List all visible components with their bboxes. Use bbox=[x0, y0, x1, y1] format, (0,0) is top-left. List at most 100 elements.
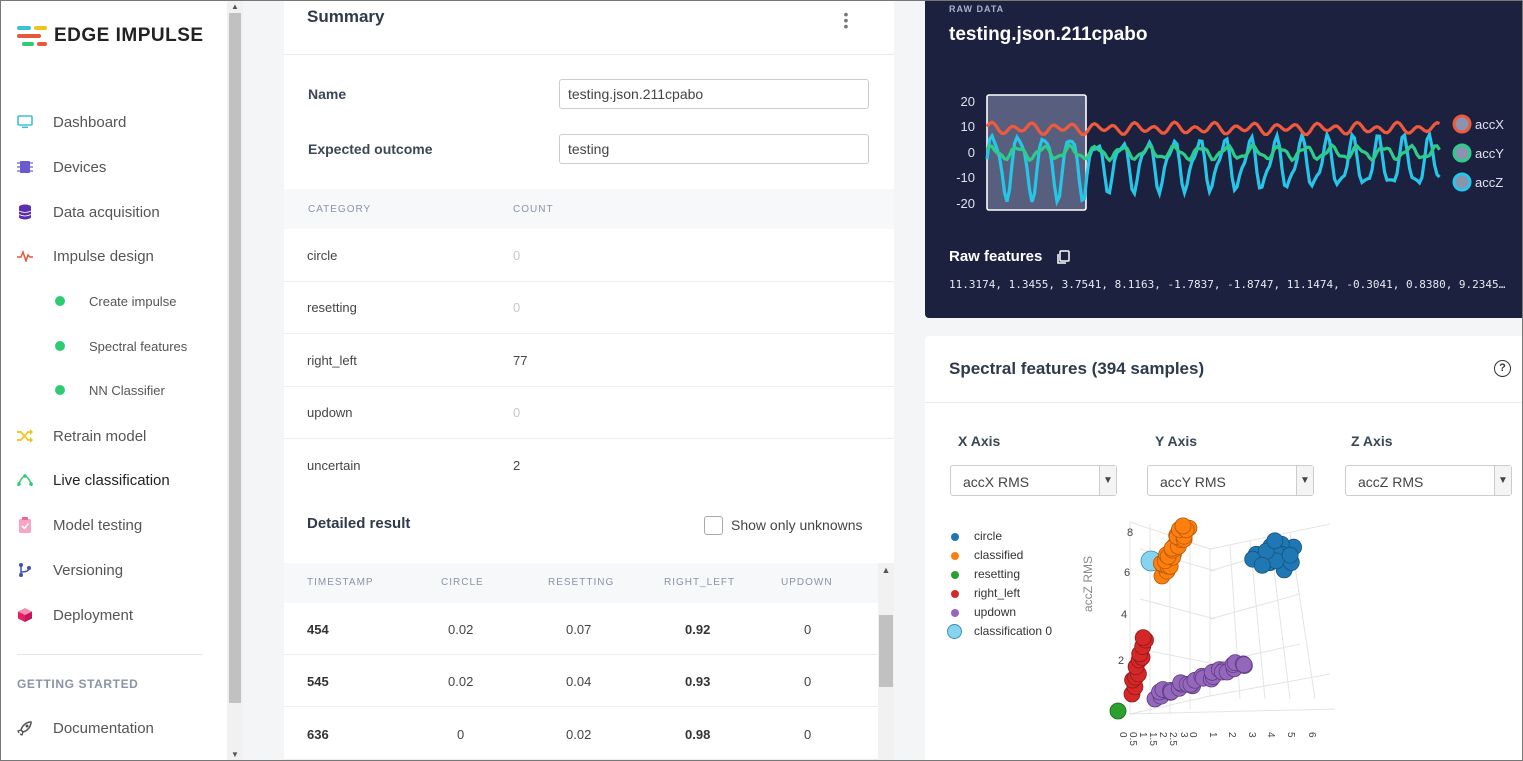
more-options-icon[interactable]: • • • bbox=[843, 6, 849, 34]
name-input[interactable] bbox=[559, 79, 869, 109]
chevron-down-icon[interactable]: ▼ bbox=[1099, 466, 1116, 495]
table-row: right_left 77 bbox=[284, 335, 894, 387]
legend-label: accX bbox=[1475, 117, 1504, 132]
legend-label: resetting bbox=[974, 567, 1021, 581]
column-header-timestamp: TIMESTAMP bbox=[307, 577, 374, 588]
legend-item-classified[interactable]: classified bbox=[947, 547, 1087, 566]
bottom-tick-label: 2 bbox=[1157, 732, 1168, 738]
sidebar-item-retrain-model[interactable]: Retrain model bbox=[1, 414, 227, 458]
sidebar-item-spectral-features[interactable]: Spectral features bbox=[1, 324, 227, 368]
sidebar-item-create-impulse[interactable]: Create impulse bbox=[1, 279, 227, 323]
summary-panel: Summary ••• Name Expected outcome CATEGO… bbox=[284, 1, 894, 760]
category-cell: resetting bbox=[307, 300, 357, 315]
y-axis-select[interactable]: accY RMS ▼ bbox=[1147, 465, 1314, 496]
bottom-axis-ticks: 0 0.5 1 1.5 2 2.5 30 1 2 3 4 5 6 bbox=[1117, 732, 1317, 746]
y-axis-select-value: accY RMS bbox=[1160, 474, 1226, 490]
z-tick-label: 2 bbox=[1118, 655, 1124, 667]
bottom-tick-label: 3 bbox=[1246, 732, 1257, 738]
sidebar-divider bbox=[17, 654, 202, 655]
category-cell: circle bbox=[307, 248, 338, 263]
y-axis-label: Y Axis bbox=[1155, 433, 1198, 449]
sidebar-item-nn-classifier[interactable]: NN Classifier bbox=[1, 368, 227, 412]
raw-data-kicker: RAW DATA bbox=[949, 4, 1005, 14]
sidebar-item-versioning[interactable]: Versioning bbox=[1, 548, 227, 592]
sidebar-scrollbar-thumb[interactable] bbox=[229, 13, 241, 703]
column-header-category: CATEGORY bbox=[308, 204, 372, 215]
expected-outcome-label: Expected outcome bbox=[308, 141, 433, 157]
column-header-circle: CIRCLE bbox=[441, 577, 484, 588]
raw-data-chart[interactable]: 20 10 0 -10 -20 accX accY accZ bbox=[925, 86, 1523, 221]
detailed-table-scrollbar-thumb[interactable] bbox=[879, 615, 893, 687]
expected-outcome-input[interactable] bbox=[559, 134, 869, 164]
legend-item-resetting[interactable]: resetting bbox=[947, 566, 1087, 585]
z-axis-title: accZ RMS bbox=[1081, 556, 1095, 612]
sidebar-item-label: Devices bbox=[53, 158, 107, 176]
sidebar-item-label: Live classification bbox=[53, 471, 170, 489]
name-label: Name bbox=[308, 86, 347, 102]
legend-item-right-left[interactable]: right_left bbox=[947, 585, 1087, 604]
bottom-tick-label: 3 bbox=[1178, 732, 1189, 738]
sidebar-item-label: Retrain model bbox=[53, 427, 147, 445]
column-header-right-left: RIGHT_LEFT bbox=[664, 577, 736, 588]
copy-icon[interactable] bbox=[1056, 250, 1070, 264]
sidebar-section-title: GETTING STARTED bbox=[17, 677, 139, 691]
detailed-result-title: Detailed result bbox=[307, 515, 411, 532]
sidebar-item-live-classification[interactable]: Live classification bbox=[1, 458, 227, 502]
legend-swatch-accZ[interactable] bbox=[1452, 172, 1472, 192]
show-only-unknowns-label[interactable]: Show only unknowns bbox=[731, 517, 863, 533]
legend-swatch-accX[interactable] bbox=[1452, 114, 1472, 134]
y-tick-label: -10 bbox=[956, 170, 975, 185]
bottom-tick-label: 1 bbox=[1207, 732, 1218, 738]
help-icon[interactable]: ? bbox=[1494, 360, 1511, 377]
sidebar-item-label: Dashboard bbox=[53, 113, 127, 131]
legend-label: classification 0 bbox=[974, 624, 1053, 638]
z-tick-label: 4 bbox=[1121, 609, 1127, 621]
chevron-down-icon[interactable]: ▼ bbox=[1296, 466, 1313, 495]
divider bbox=[284, 54, 894, 55]
scroll-down-arrow-icon[interactable]: ▼ bbox=[231, 750, 239, 759]
legend-item-circle[interactable]: circle bbox=[947, 528, 1087, 547]
scatter-point-resetting bbox=[1109, 702, 1127, 720]
legend-item-classification-0[interactable]: classification 0 bbox=[947, 623, 1087, 642]
sidebar-item-impulse-design[interactable]: Impulse design bbox=[1, 234, 227, 278]
table-row: updown 0 bbox=[284, 387, 894, 439]
logo[interactable]: EDGE IMPULSE bbox=[17, 25, 204, 47]
show-only-unknowns-checkbox[interactable] bbox=[704, 516, 723, 535]
sidebar-item-label: Model testing bbox=[53, 516, 143, 534]
table-row: 545 0.02 0.04 0.93 0 bbox=[284, 655, 878, 707]
bottom-tick-label: 1.5 bbox=[1147, 732, 1158, 746]
category-table-header: CATEGORY COUNT bbox=[284, 189, 894, 229]
right-left-cell: 0.98 bbox=[685, 727, 711, 742]
scroll-up-arrow-icon[interactable]: ▲ bbox=[231, 2, 239, 11]
bottom-tick-label: 5 bbox=[1285, 732, 1296, 738]
status-dot bbox=[55, 341, 65, 351]
chevron-down-icon[interactable]: ▼ bbox=[1494, 466, 1511, 495]
sidebar-item-deployment[interactable]: Deployment bbox=[1, 593, 227, 637]
bottom-tick-label: 6 bbox=[1306, 732, 1317, 738]
bottom-tick-label: 0 bbox=[1117, 732, 1128, 738]
scatter-point-updown bbox=[1235, 656, 1253, 674]
sidebar-item-model-testing[interactable]: Model testing bbox=[1, 503, 227, 547]
x-axis-select[interactable]: accX RMS ▼ bbox=[950, 465, 1117, 496]
table-row: uncertain 2 bbox=[284, 440, 894, 492]
y-tick-label: 10 bbox=[961, 119, 975, 134]
sidebar-item-label: Impulse design bbox=[53, 247, 154, 265]
legend-swatch-accY[interactable] bbox=[1452, 143, 1472, 163]
bottom-tick-label: 0.5 bbox=[1127, 732, 1138, 746]
legend-item-updown[interactable]: updown bbox=[947, 604, 1087, 623]
scatter-point-classified bbox=[1174, 517, 1192, 535]
resetting-cell: 0.07 bbox=[566, 622, 592, 637]
z-axis-select[interactable]: accZ RMS ▼ bbox=[1345, 465, 1512, 496]
sidebar-item-devices[interactable]: Devices bbox=[1, 145, 227, 189]
sidebar-item-documentation[interactable]: Documentation bbox=[1, 706, 227, 750]
sidebar-item-dashboard[interactable]: Dashboard bbox=[1, 100, 227, 144]
scroll-up-arrow-icon[interactable]: ▲ bbox=[881, 565, 891, 575]
bottom-tick-label: 1 bbox=[1137, 732, 1148, 738]
legend-swatch bbox=[951, 609, 959, 617]
column-header-count: COUNT bbox=[513, 204, 554, 215]
sidebar-item-label: Create impulse bbox=[89, 293, 177, 309]
circle-cell: 0 bbox=[457, 727, 465, 742]
sidebar-item-data-acquisition[interactable]: Data acquisition bbox=[1, 190, 227, 234]
